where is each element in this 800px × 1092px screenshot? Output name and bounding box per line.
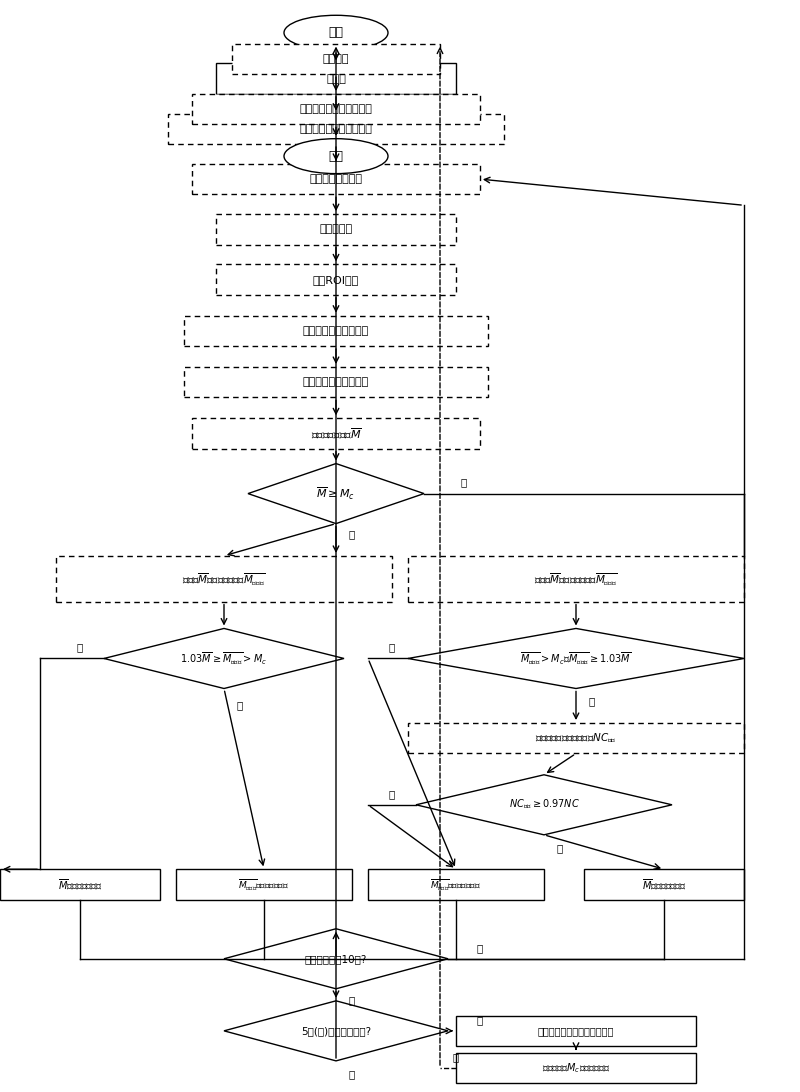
FancyBboxPatch shape [584, 869, 744, 900]
FancyBboxPatch shape [176, 869, 352, 900]
FancyBboxPatch shape [368, 869, 544, 900]
Text: 采集分辨力靶图像: 采集分辨力靶图像 [310, 174, 362, 185]
FancyBboxPatch shape [232, 44, 440, 74]
Text: 是: 是 [389, 642, 395, 653]
FancyBboxPatch shape [0, 869, 160, 900]
Text: $NC_{相邻}\geq 0.97NC$: $NC_{相邻}\geq 0.97NC$ [509, 798, 579, 811]
FancyBboxPatch shape [456, 1053, 696, 1083]
FancyBboxPatch shape [184, 367, 488, 397]
Text: $\overline{M}$单元为本帧结果: $\overline{M}$单元为本帧结果 [642, 877, 686, 892]
FancyBboxPatch shape [168, 114, 504, 144]
FancyBboxPatch shape [408, 556, 744, 602]
Text: 对该高频单元求其调制度均值: 对该高频单元求其调制度均值 [538, 1025, 614, 1036]
FancyBboxPatch shape [216, 63, 456, 94]
Text: 初始化: 初始化 [326, 73, 346, 84]
Ellipse shape [284, 139, 388, 174]
Text: $1.03\overline{M}\geq\overline{M_{高相邻}}>M_c$: $1.03\overline{M}\geq\overline{M_{高相邻}}>… [181, 651, 267, 666]
Text: 显示计算结果并清理内存: 显示计算结果并清理内存 [299, 104, 373, 115]
Text: 结束: 结束 [329, 150, 343, 163]
Text: $\overline{M}\geq M_c$: $\overline{M}\geq M_c$ [317, 485, 355, 502]
Polygon shape [224, 928, 448, 989]
Text: 最终结果: 最终结果 [322, 54, 350, 64]
FancyBboxPatch shape [184, 316, 488, 346]
Text: $\overline{M_{高相邻}}$单元为本帧结果: $\overline{M_{高相邻}}$单元为本帧结果 [238, 877, 290, 892]
Text: 否: 否 [77, 642, 83, 653]
Text: 计算与$\overline{M}$低相邻的调制度$\overline{M_{低相邻}}$: 计算与$\overline{M}$低相邻的调制度$\overline{M_{低相… [534, 571, 618, 586]
Text: $\overline{M_{低相邻}}$单元为本帧结果: $\overline{M_{低相邻}}$单元为本帧结果 [430, 877, 482, 892]
Text: 计算帧数达到10帧?: 计算帧数达到10帧? [305, 953, 367, 964]
Ellipse shape [284, 15, 388, 50]
FancyBboxPatch shape [408, 723, 744, 753]
Text: 均值最接近$M_c$的为最终结果: 均值最接近$M_c$的为最终结果 [542, 1061, 610, 1075]
Text: 采集冷背景、热背景图像: 采集冷背景、热背景图像 [299, 123, 373, 134]
Text: 开始: 开始 [329, 26, 343, 39]
Text: 是: 是 [557, 843, 563, 853]
Text: 设定ROI区域: 设定ROI区域 [313, 274, 359, 285]
Text: 是: 是 [453, 1052, 459, 1063]
Text: $\overline{M_{低相邻}}>M_c$且$\overline{M_{低相邻}}\geq 1.03\overline{M}$: $\overline{M_{低相邻}}>M_c$且$\overline{M_{低… [520, 651, 632, 666]
FancyBboxPatch shape [216, 264, 456, 295]
FancyBboxPatch shape [192, 418, 480, 449]
Text: 是: 是 [349, 1069, 355, 1079]
Text: 否: 否 [477, 942, 483, 953]
Text: 是: 是 [349, 995, 355, 1005]
FancyBboxPatch shape [192, 164, 480, 194]
Text: 否: 否 [389, 788, 395, 799]
Text: 是: 是 [237, 700, 243, 710]
Text: 生成靶线单元标准模板: 生成靶线单元标准模板 [303, 325, 369, 336]
FancyBboxPatch shape [456, 1016, 696, 1046]
Text: 否: 否 [589, 697, 595, 707]
Polygon shape [224, 1000, 448, 1061]
FancyBboxPatch shape [216, 214, 456, 245]
Polygon shape [248, 463, 424, 523]
Text: 计算与$\overline{M}$高相邻的调制度$\overline{M_{高相邻}}$: 计算与$\overline{M}$高相邻的调制度$\overline{M_{高相… [182, 571, 266, 586]
FancyBboxPatch shape [56, 556, 392, 602]
Text: 5帧(合)以上结果相同?: 5帧(合)以上结果相同? [301, 1025, 371, 1036]
FancyBboxPatch shape [192, 94, 480, 124]
Text: 找出最佳匹配靶线单元: 找出最佳匹配靶线单元 [303, 377, 369, 388]
Text: 图像预处理: 图像预处理 [319, 224, 353, 235]
Text: $\overline{M}$单元为本帧结果: $\overline{M}$单元为本帧结果 [58, 877, 102, 892]
Text: 是: 是 [349, 530, 355, 539]
Text: 否: 否 [461, 477, 467, 488]
Text: 计算相邻单元归一化系数$NC_{相邻}$: 计算相邻单元归一化系数$NC_{相邻}$ [535, 732, 617, 745]
Text: 否: 否 [477, 1014, 483, 1025]
Polygon shape [408, 628, 744, 689]
Text: 计算光学调制度$\overline{M}$: 计算光学调制度$\overline{M}$ [310, 426, 362, 441]
Polygon shape [104, 628, 344, 689]
Polygon shape [416, 775, 672, 834]
